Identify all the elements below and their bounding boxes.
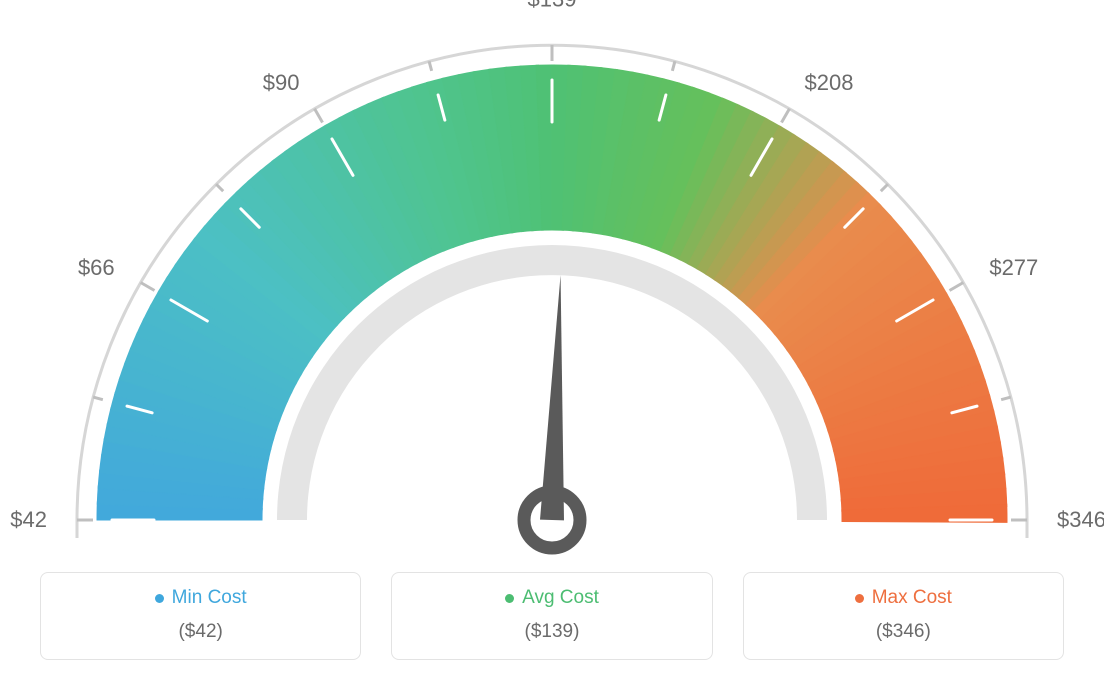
gauge-tick-label: $208: [805, 70, 854, 96]
legend-card-max: Max Cost ($346): [743, 572, 1064, 660]
legend-card-avg: Avg Cost ($139): [391, 572, 712, 660]
gauge-tick-label: $66: [78, 255, 115, 281]
gauge-area: $42 $66 $90 $139 $208 $277 $346: [0, 0, 1104, 560]
dot-icon: [505, 594, 514, 603]
gauge-tick-label: $139: [528, 0, 577, 12]
dot-icon: [855, 594, 864, 603]
gauge-svg: [0, 0, 1104, 560]
legend-label: Max Cost: [872, 587, 952, 609]
legend-value: ($139): [402, 621, 701, 643]
dot-icon: [155, 594, 164, 603]
legend-row: Min Cost ($42) Avg Cost ($139) Max Cost …: [40, 572, 1064, 660]
legend-label: Avg Cost: [522, 587, 599, 609]
gauge-tick-label: $90: [263, 70, 300, 96]
legend-label: Min Cost: [172, 587, 247, 609]
gauge-tick-label: $277: [989, 255, 1038, 281]
legend-title-max: Max Cost: [855, 587, 952, 609]
cost-gauge-chart: $42 $66 $90 $139 $208 $277 $346 Min Cost ($42)…: [0, 0, 1104, 690]
gauge-tick-label: $42: [10, 507, 47, 533]
gauge-tick-label: $346: [1057, 507, 1104, 533]
legend-title-avg: Avg Cost: [505, 587, 599, 609]
legend-value: ($42): [51, 621, 350, 643]
legend-title-min: Min Cost: [155, 587, 247, 609]
legend-value: ($346): [754, 621, 1053, 643]
legend-card-min: Min Cost ($42): [40, 572, 361, 660]
